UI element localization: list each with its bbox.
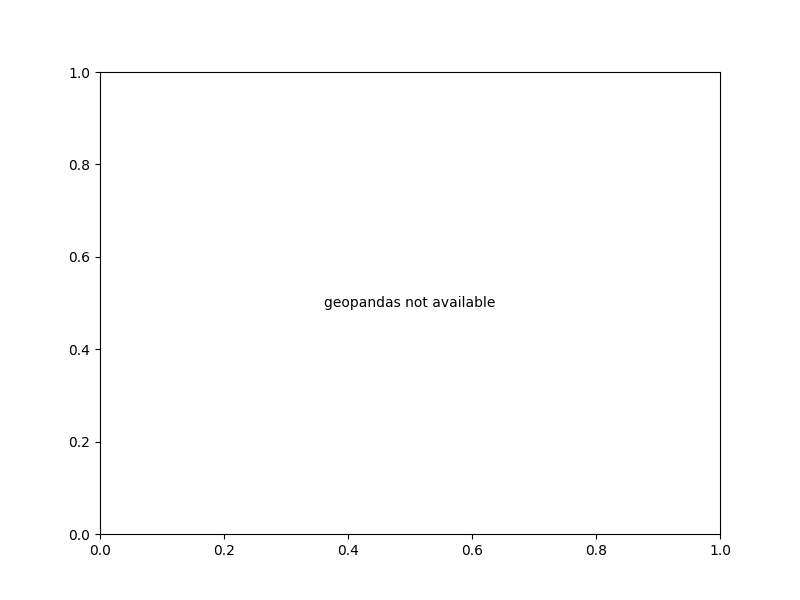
Text: geopandas not available: geopandas not available (324, 296, 496, 310)
